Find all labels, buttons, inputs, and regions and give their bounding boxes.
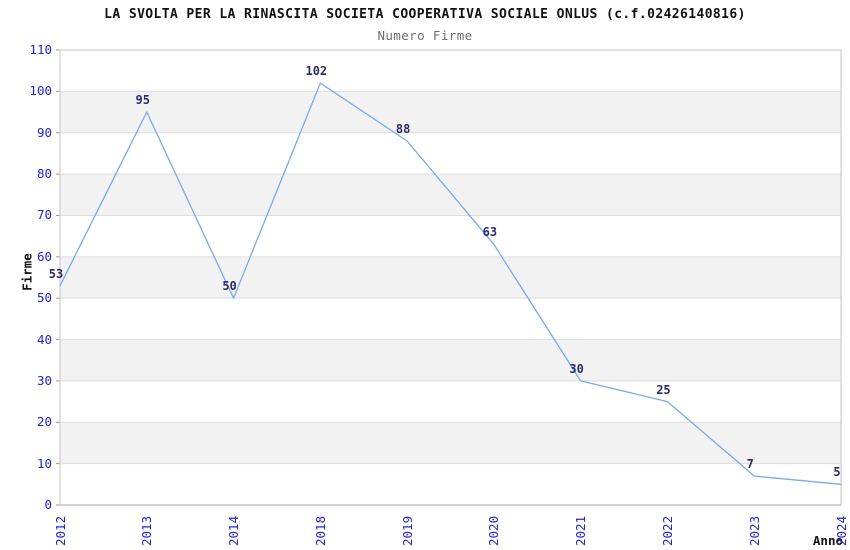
data-label: 30 — [569, 361, 584, 376]
y-tick-label: 110 — [29, 42, 52, 57]
data-label: 63 — [482, 225, 498, 240]
data-label: 50 — [222, 279, 237, 294]
x-tick-label: 2014 — [226, 515, 242, 546]
y-tick-label: 20 — [36, 414, 52, 430]
chart-subtitle: Numero Firme — [377, 28, 473, 43]
data-label: 95 — [135, 93, 150, 108]
x-tick-label: 2020 — [486, 515, 502, 546]
x-tick-label: 2024 — [833, 515, 849, 546]
grid-band — [60, 256, 841, 299]
x-tick-label: 2012 — [52, 515, 68, 546]
grid-band — [60, 91, 841, 133]
x-tick-label: 2019 — [399, 515, 415, 546]
y-tick-label: 90 — [36, 124, 52, 140]
data-label: 5 — [833, 465, 841, 480]
y-tick-label: 70 — [36, 207, 52, 223]
y-tick-label: 100 — [29, 83, 52, 99]
x-axis-title: Anno — [812, 533, 843, 548]
y-tick-label: 50 — [36, 290, 52, 306]
chart-title: LA SVOLTA PER LA RINASCITA SOCIETA COOPE… — [104, 7, 746, 22]
x-tick-label: 2022 — [659, 515, 675, 546]
data-label: 88 — [395, 122, 411, 136]
x-tick-label: 2021 — [573, 515, 589, 546]
y-tick-label: 60 — [36, 248, 52, 264]
series-line — [59, 82, 842, 485]
grid-band — [60, 422, 841, 464]
data-label: 102 — [305, 64, 328, 79]
grid-band — [60, 174, 841, 216]
data-label: 53 — [48, 266, 64, 281]
y-tick-label: 80 — [36, 166, 52, 182]
x-tick-label: 2013 — [139, 515, 155, 546]
data-label: 7 — [746, 457, 754, 472]
y-tick-label: 40 — [36, 331, 52, 347]
y-tick-label: 10 — [36, 455, 52, 471]
y-tick-label: 30 — [36, 372, 52, 388]
y-tick-label: 0 — [44, 497, 52, 512]
x-tick-label: 2023 — [746, 515, 762, 546]
data-label: 25 — [656, 382, 671, 397]
x-tick-label: 2018 — [312, 515, 328, 546]
grid-band — [60, 339, 841, 381]
